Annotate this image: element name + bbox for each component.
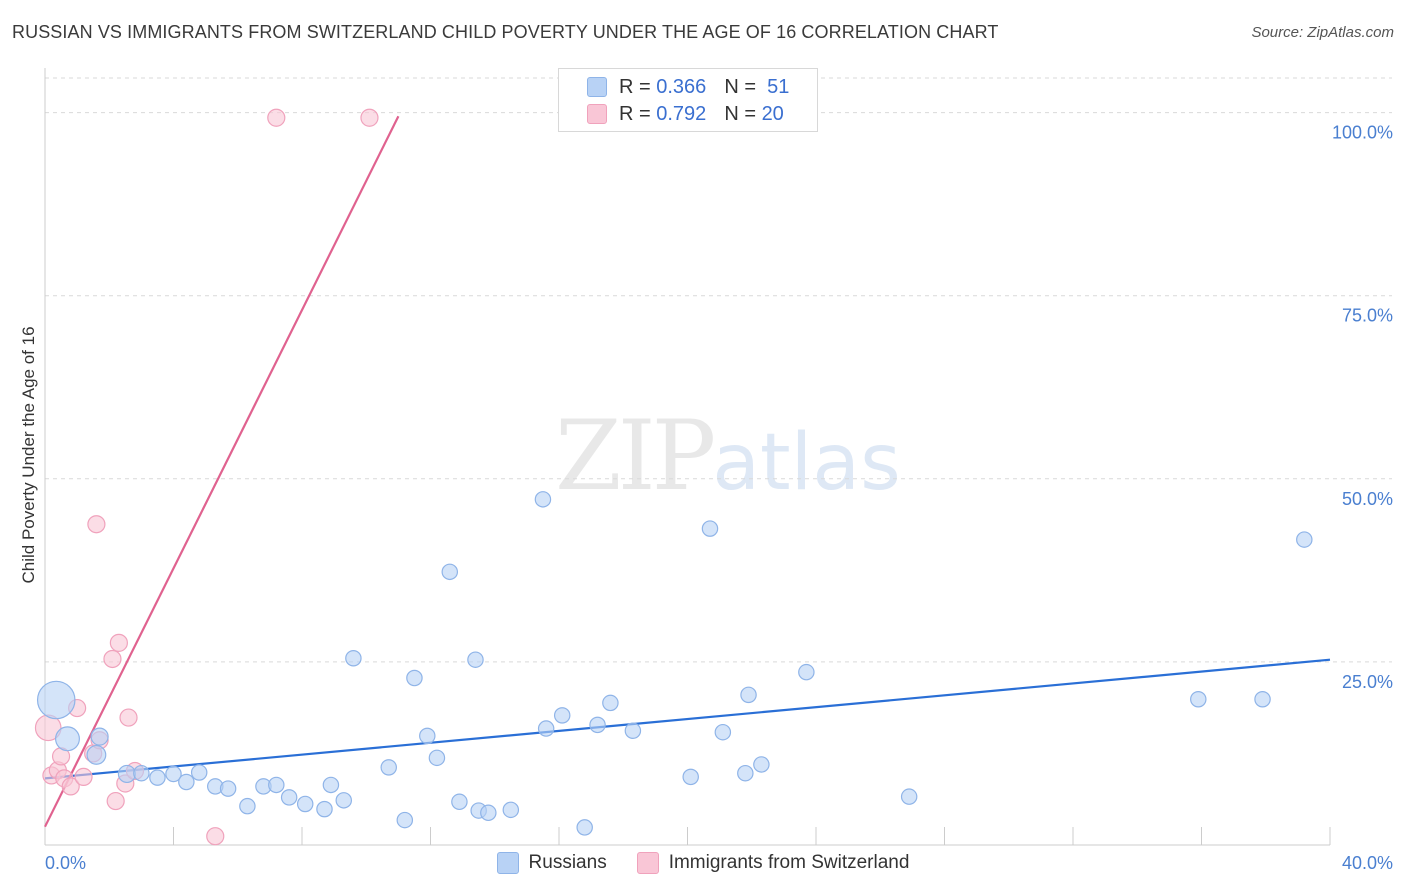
switzerland-point (267, 108, 286, 127)
russians-point (624, 722, 642, 739)
switzerland-swatch (587, 104, 607, 124)
x-tick-label: 0.0% (45, 853, 86, 873)
russians-point (178, 773, 195, 791)
russians-point (753, 756, 770, 773)
data-points (34, 108, 1313, 846)
russians-point (322, 776, 340, 794)
axis-labels: 25.0% 50.0% 75.0% 100.0% 0.0% 40.0% Child Pove… (19, 123, 1393, 873)
switzerland-point (360, 108, 379, 127)
legend-item-switzerland: Immigrants from Switzerland (636, 852, 910, 874)
russians-point (54, 726, 80, 752)
russians-point (1254, 691, 1271, 708)
trend-lines (44, 115, 1331, 828)
legend-n-value: 20 (761, 102, 784, 125)
russians-point (345, 649, 362, 667)
legend-n-value: 51 (767, 75, 790, 98)
russians-point (701, 520, 719, 537)
switzerland-point (103, 649, 122, 669)
series-legend: Russians Immigrants from Switzerland (0, 852, 1406, 874)
russians-point (396, 811, 414, 829)
russians-swatch (496, 852, 519, 874)
russians-point (1190, 691, 1207, 708)
russians-point (602, 694, 619, 712)
russians-point (714, 723, 732, 741)
russians-point (280, 789, 298, 806)
legend-r-label: R = (619, 75, 651, 98)
russians-point (117, 764, 137, 784)
russians-point (190, 764, 208, 781)
russians-point (335, 792, 353, 809)
russians-point (798, 663, 815, 681)
y-tick-label: 25.0% (1342, 672, 1393, 692)
switzerland-point (109, 633, 128, 652)
y-tick-label: 100.0% (1332, 123, 1393, 143)
russians-point (316, 800, 333, 818)
chart-title: RUSSIAN VS IMMIGRANTS FROM SWITZERLAND C… (12, 22, 999, 42)
legend-r-label: R = (619, 102, 651, 125)
russians-point (90, 727, 109, 746)
switzerland-point (74, 767, 93, 786)
russians-point (419, 727, 436, 745)
axes (44, 68, 1331, 846)
russians-point (553, 707, 571, 724)
russians-point (534, 491, 552, 508)
switzerland-point (106, 791, 125, 811)
russians-point (537, 720, 555, 737)
legend-r-value: 0.792 (656, 102, 707, 125)
switzerland-swatch (636, 852, 659, 874)
source-credit: Source: ZipAtlas.com (1251, 24, 1394, 41)
russians-point (268, 776, 285, 794)
correlation-legend: R = 0.366 N = 51 R = 0.792 N = 20 (558, 68, 818, 132)
switzerland-point (87, 515, 106, 534)
watermark-zip: ZIP (555, 400, 716, 512)
russians-point (406, 669, 423, 687)
russians-trend-line (44, 658, 1331, 780)
grid-lines (45, 77, 1392, 663)
russians-point (576, 819, 593, 836)
russians-point (165, 765, 182, 783)
russians-point (737, 764, 754, 782)
legend-n-label: N = (724, 75, 756, 98)
russians-swatch (587, 77, 607, 97)
legend-item-russians: Russians (496, 852, 607, 874)
russians-point (86, 744, 107, 765)
russians-point (451, 793, 468, 811)
russians-point (480, 804, 497, 822)
legend-r-value: 0.366 (656, 75, 707, 98)
watermark: ZIPatlas (555, 400, 901, 512)
legend-n-label: N = (724, 102, 756, 125)
russians-point (900, 788, 918, 805)
y-tick-label: 50.0% (1342, 489, 1393, 509)
legend-row-switzerland: R = 0.792 N = 20 (587, 102, 784, 126)
x-tick-label: 40.0% (1342, 853, 1393, 873)
russians-point (502, 801, 520, 819)
russians-point (380, 759, 397, 776)
y-tick-label: 75.0% (1342, 306, 1393, 326)
russians-point (589, 716, 606, 734)
russians-point (149, 769, 166, 786)
russians-point (219, 780, 237, 797)
russians-point (682, 768, 699, 786)
legend-label-russians: Russians (528, 852, 607, 873)
russians-point (36, 680, 76, 720)
switzerland-point (206, 827, 225, 846)
legend-row-russians: R = 0.366 N = 51 (587, 75, 789, 99)
russians-point (296, 795, 314, 813)
russians-point (467, 651, 484, 668)
russians-point (133, 764, 150, 782)
y-axis-label: Child Poverty Under the Age of 16 (19, 326, 38, 583)
legend-label-switzerland: Immigrants from Switzerland (668, 852, 910, 873)
russians-point (428, 749, 446, 767)
watermark-atlas: atlas (712, 418, 901, 508)
switzerland-point (119, 708, 138, 727)
russians-point (441, 563, 459, 581)
switzerland-point (61, 777, 80, 796)
russians-point (239, 797, 256, 815)
switzerland-trend-line (44, 115, 400, 828)
russians-point (740, 686, 757, 704)
russians-point (1296, 531, 1313, 548)
